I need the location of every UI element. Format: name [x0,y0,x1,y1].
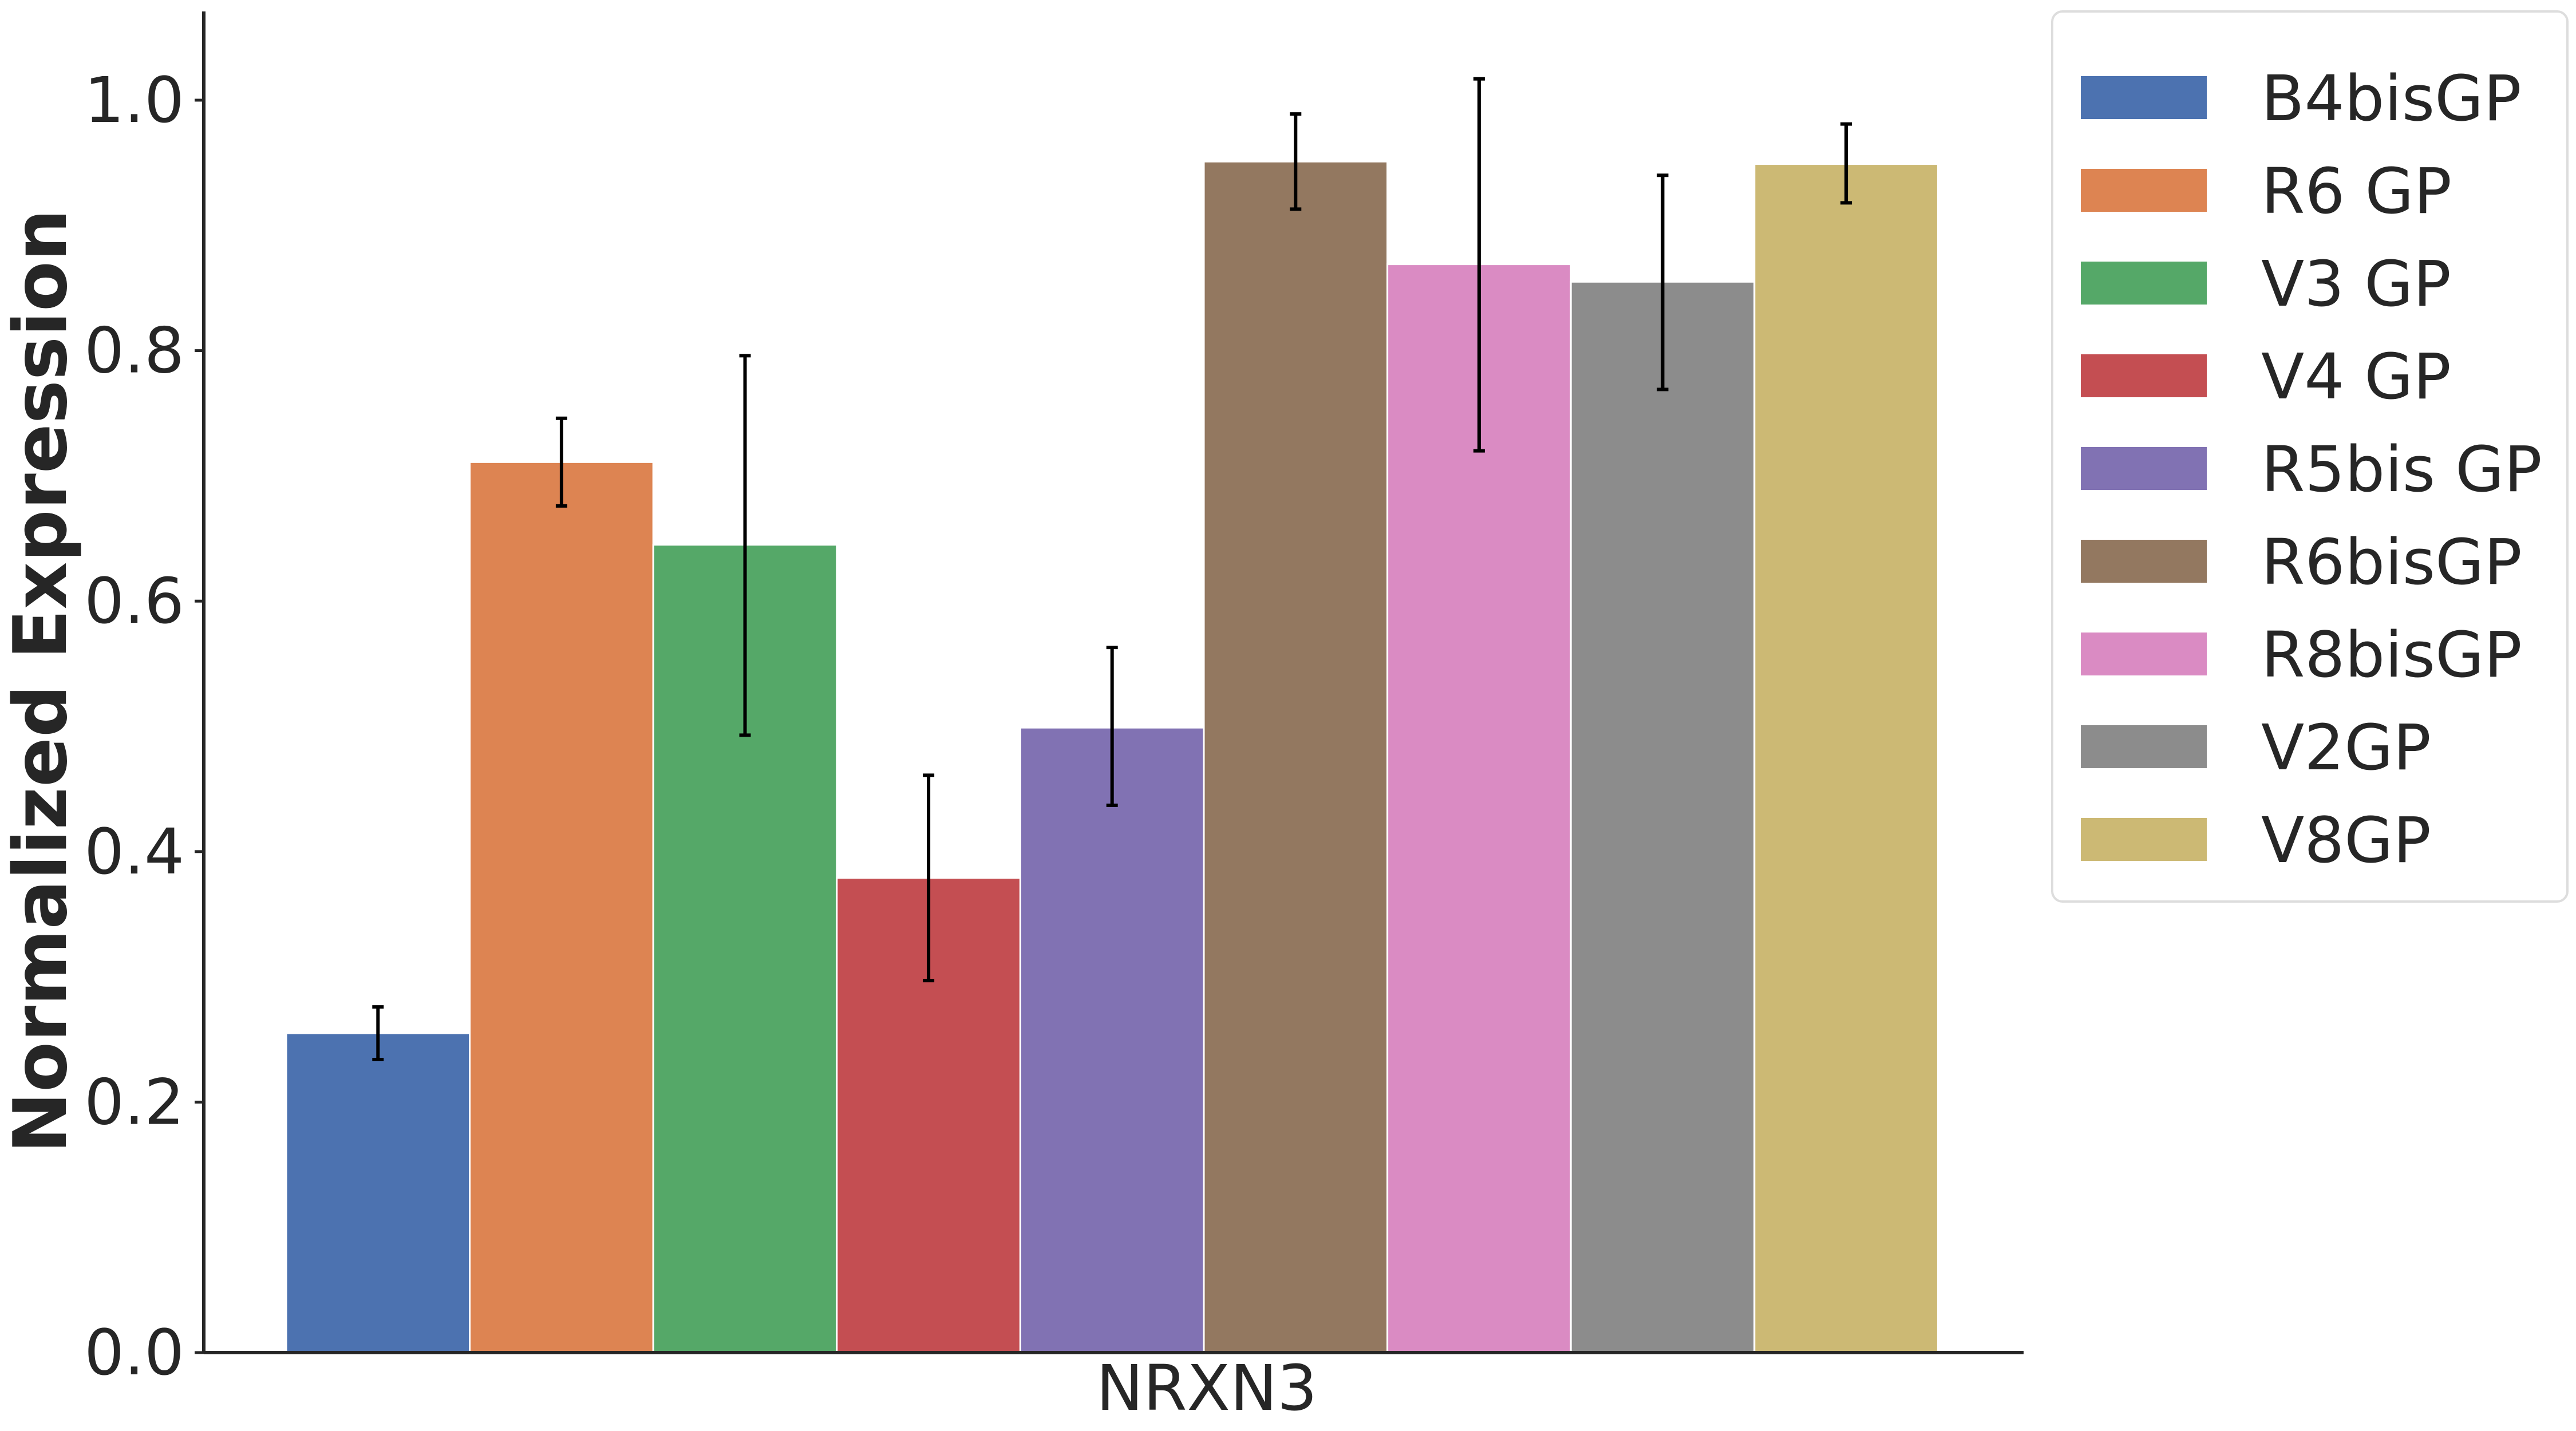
bar-r6bisgp [1203,160,1389,1354]
legend-items: B4bisGP R6 GP V3 GP V4 GP R5bis GP R6bisGP R8b… [2081,62,2542,877]
legend-label: V4 GP [2261,340,2451,413]
legend-swatch [2081,169,2207,212]
error-bar [1657,173,1669,392]
bar-v8gp [1753,163,1939,1354]
error-bar [1473,77,1485,453]
legend-label: R6 GP [2261,155,2452,228]
bars-group [285,160,1939,1354]
legend-swatch [2081,447,2207,490]
bar-v2gp [1570,280,1756,1354]
bar-r6-gp [469,461,654,1354]
legend-frame [2051,10,2569,903]
legend-label: R6bisGP [2261,525,2522,599]
legend: B4bisGP R6 GP V3 GP V4 GP R5bis GP R6bisGP R8b… [2051,10,2569,903]
error-bar [739,354,751,737]
error-bar [923,773,935,983]
error-bar [555,416,567,508]
legend-label: B4bisGP [2261,62,2522,135]
y-ticks-group: 0.0 0.2 0.4 0.6 0.8 1.0 [84,64,204,1389]
legend-label: V2GP [2261,711,2431,784]
y-tick-label: 0.0 [84,1316,184,1389]
x-category-label: NRXN3 [1096,1351,1317,1425]
error-bars-group [372,77,1852,1062]
legend-swatch [2081,818,2207,861]
y-tick-label: 0.4 [84,815,184,888]
legend-label: R8bisGP [2261,618,2522,691]
legend-swatch [2081,540,2207,583]
bar-r5bis-gp [1019,726,1205,1354]
legend-swatch [2081,262,2207,305]
error-bar [1106,646,1118,807]
legend-swatch [2081,633,2207,675]
legend-swatch [2081,76,2207,119]
bar-b4bisgp [285,1032,471,1354]
legend-swatch [2081,354,2207,397]
error-bar [1840,122,1852,205]
y-tick-label: 0.8 [84,314,184,388]
y-tick-label: 0.2 [84,1065,184,1139]
error-bar [372,1005,384,1062]
legend-label: V3 GP [2261,247,2451,321]
legend-label: V8GP [2261,804,2431,877]
y-axis-label: Normalized Expression [0,209,84,1153]
error-bar [1290,112,1302,211]
y-tick-label: 1.0 [84,64,184,137]
y-tick-label: 0.6 [84,564,184,638]
legend-swatch [2081,725,2207,768]
legend-label: R5bis GP [2261,433,2542,506]
